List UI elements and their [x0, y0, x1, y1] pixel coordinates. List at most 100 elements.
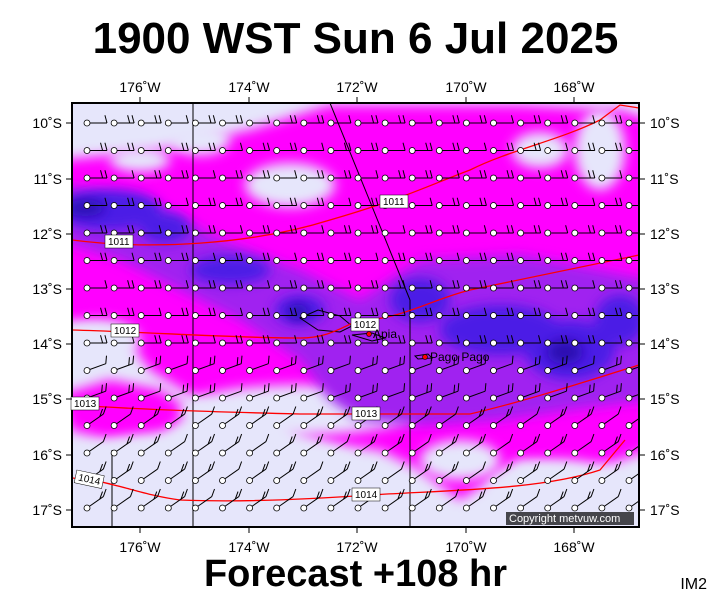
- isobar-label: 1014: [355, 490, 378, 501]
- wind-barb: [625, 472, 639, 484]
- wind-barb: [625, 417, 639, 429]
- wind-barb: [544, 142, 569, 154]
- wind-barb: [354, 225, 379, 237]
- bottom-lon-label: 172˚W: [336, 539, 378, 555]
- pago-pago-marker: [422, 354, 428, 360]
- wind-barb: [164, 115, 189, 127]
- wind-barb: [83, 488, 107, 512]
- wind-barb: [544, 433, 568, 457]
- wind-barb: [164, 225, 189, 237]
- wind-barb: [110, 355, 135, 374]
- wind-barb: [435, 433, 459, 457]
- wind-barb: [462, 383, 487, 402]
- wind-barb: [462, 197, 487, 209]
- wind-barb: [246, 406, 270, 429]
- wind-barb: [137, 252, 162, 264]
- wind-barb: [137, 170, 162, 182]
- wind-barb: [110, 225, 135, 237]
- isobar-label: 1011: [383, 197, 405, 208]
- wind-barb: [408, 488, 432, 512]
- wind-barb: [219, 433, 243, 457]
- wind-barb: [191, 225, 216, 237]
- wind-barb: [435, 355, 460, 374]
- wind-barb: [137, 225, 162, 237]
- wind-barb: [598, 225, 623, 237]
- wind-barb: [327, 225, 352, 237]
- wind-barb: [381, 433, 405, 457]
- wind-barb: [435, 335, 460, 347]
- wind-barb: [381, 461, 405, 484]
- wind-barb: [435, 115, 460, 127]
- wind-barb: [490, 225, 514, 237]
- wind-barb: [327, 252, 352, 264]
- wind-barb: [219, 307, 243, 319]
- wind-barb: [354, 142, 379, 154]
- wind-barb: [490, 383, 514, 402]
- wind-barb: [300, 383, 324, 402]
- wind-barb: [327, 115, 352, 127]
- wind-barb: [571, 335, 596, 347]
- wind-barb: [83, 197, 108, 209]
- wind-barb: [490, 197, 514, 209]
- wind-barb: [110, 488, 134, 512]
- wind-barb: [83, 307, 108, 319]
- wind-barb: [327, 488, 351, 512]
- wind-barb: [598, 142, 623, 154]
- wind-barb: [219, 335, 243, 347]
- wind-barb: [625, 174, 639, 182]
- wind-barb: [462, 170, 487, 182]
- wind-barb: [164, 488, 188, 512]
- wind-barb: [517, 197, 542, 209]
- wind-barb: [435, 488, 459, 512]
- wind-barb: [408, 225, 433, 237]
- wind-barb: [164, 280, 189, 292]
- wind-barb: [137, 383, 162, 402]
- upolu-island: [351, 332, 387, 342]
- wind-barb: [300, 197, 325, 209]
- left-lat-label: 13˚S: [32, 281, 62, 297]
- wind-barb: [625, 339, 639, 347]
- wind-barb: [462, 252, 487, 264]
- wind-barb: [137, 115, 162, 127]
- wind-barb: [246, 355, 270, 374]
- wind-barb: [544, 280, 569, 292]
- wind-barb: [381, 355, 406, 374]
- wind-barb: [246, 142, 271, 154]
- wind-barb: [83, 433, 107, 457]
- wind-barb: [219, 170, 243, 182]
- wind-barb: [381, 280, 406, 292]
- wind-barb: [354, 355, 378, 374]
- bottom-lon-label: 168˚W: [553, 539, 595, 555]
- left-lat-label: 12˚S: [32, 226, 62, 242]
- wind-barb: [354, 461, 378, 484]
- wind-barb: [625, 312, 639, 319]
- wind-barb: [110, 307, 135, 319]
- wind-barb: [83, 406, 107, 429]
- top-lon-label: 176˚W: [119, 79, 161, 95]
- wind-barb: [219, 488, 243, 512]
- wind-barb: [571, 170, 596, 182]
- wind-barb: [164, 355, 189, 374]
- wind-barb: [435, 197, 460, 209]
- wind-barb: [273, 307, 298, 319]
- wind-barb: [219, 115, 243, 127]
- wind-barb: [110, 383, 135, 402]
- wind-barb: [300, 355, 324, 374]
- wind-barb: [381, 115, 406, 127]
- wind-barb: [219, 225, 243, 237]
- wind-barb: [571, 280, 596, 292]
- wind-barb: [273, 115, 298, 127]
- wind-barb: [571, 142, 596, 154]
- wind-barb: [327, 280, 352, 292]
- wind-barb: [300, 252, 325, 264]
- wind-barb: [191, 252, 216, 264]
- wind-barb: [435, 280, 460, 292]
- wind-barb: [435, 170, 460, 182]
- apia-label: Apia: [373, 327, 397, 341]
- wind-barb: [517, 355, 541, 374]
- wind-barb: [381, 488, 405, 512]
- wind-barb: [219, 355, 243, 374]
- wind-barb: [408, 252, 433, 264]
- wind-barb: [83, 115, 108, 127]
- wind-barb: [381, 142, 406, 154]
